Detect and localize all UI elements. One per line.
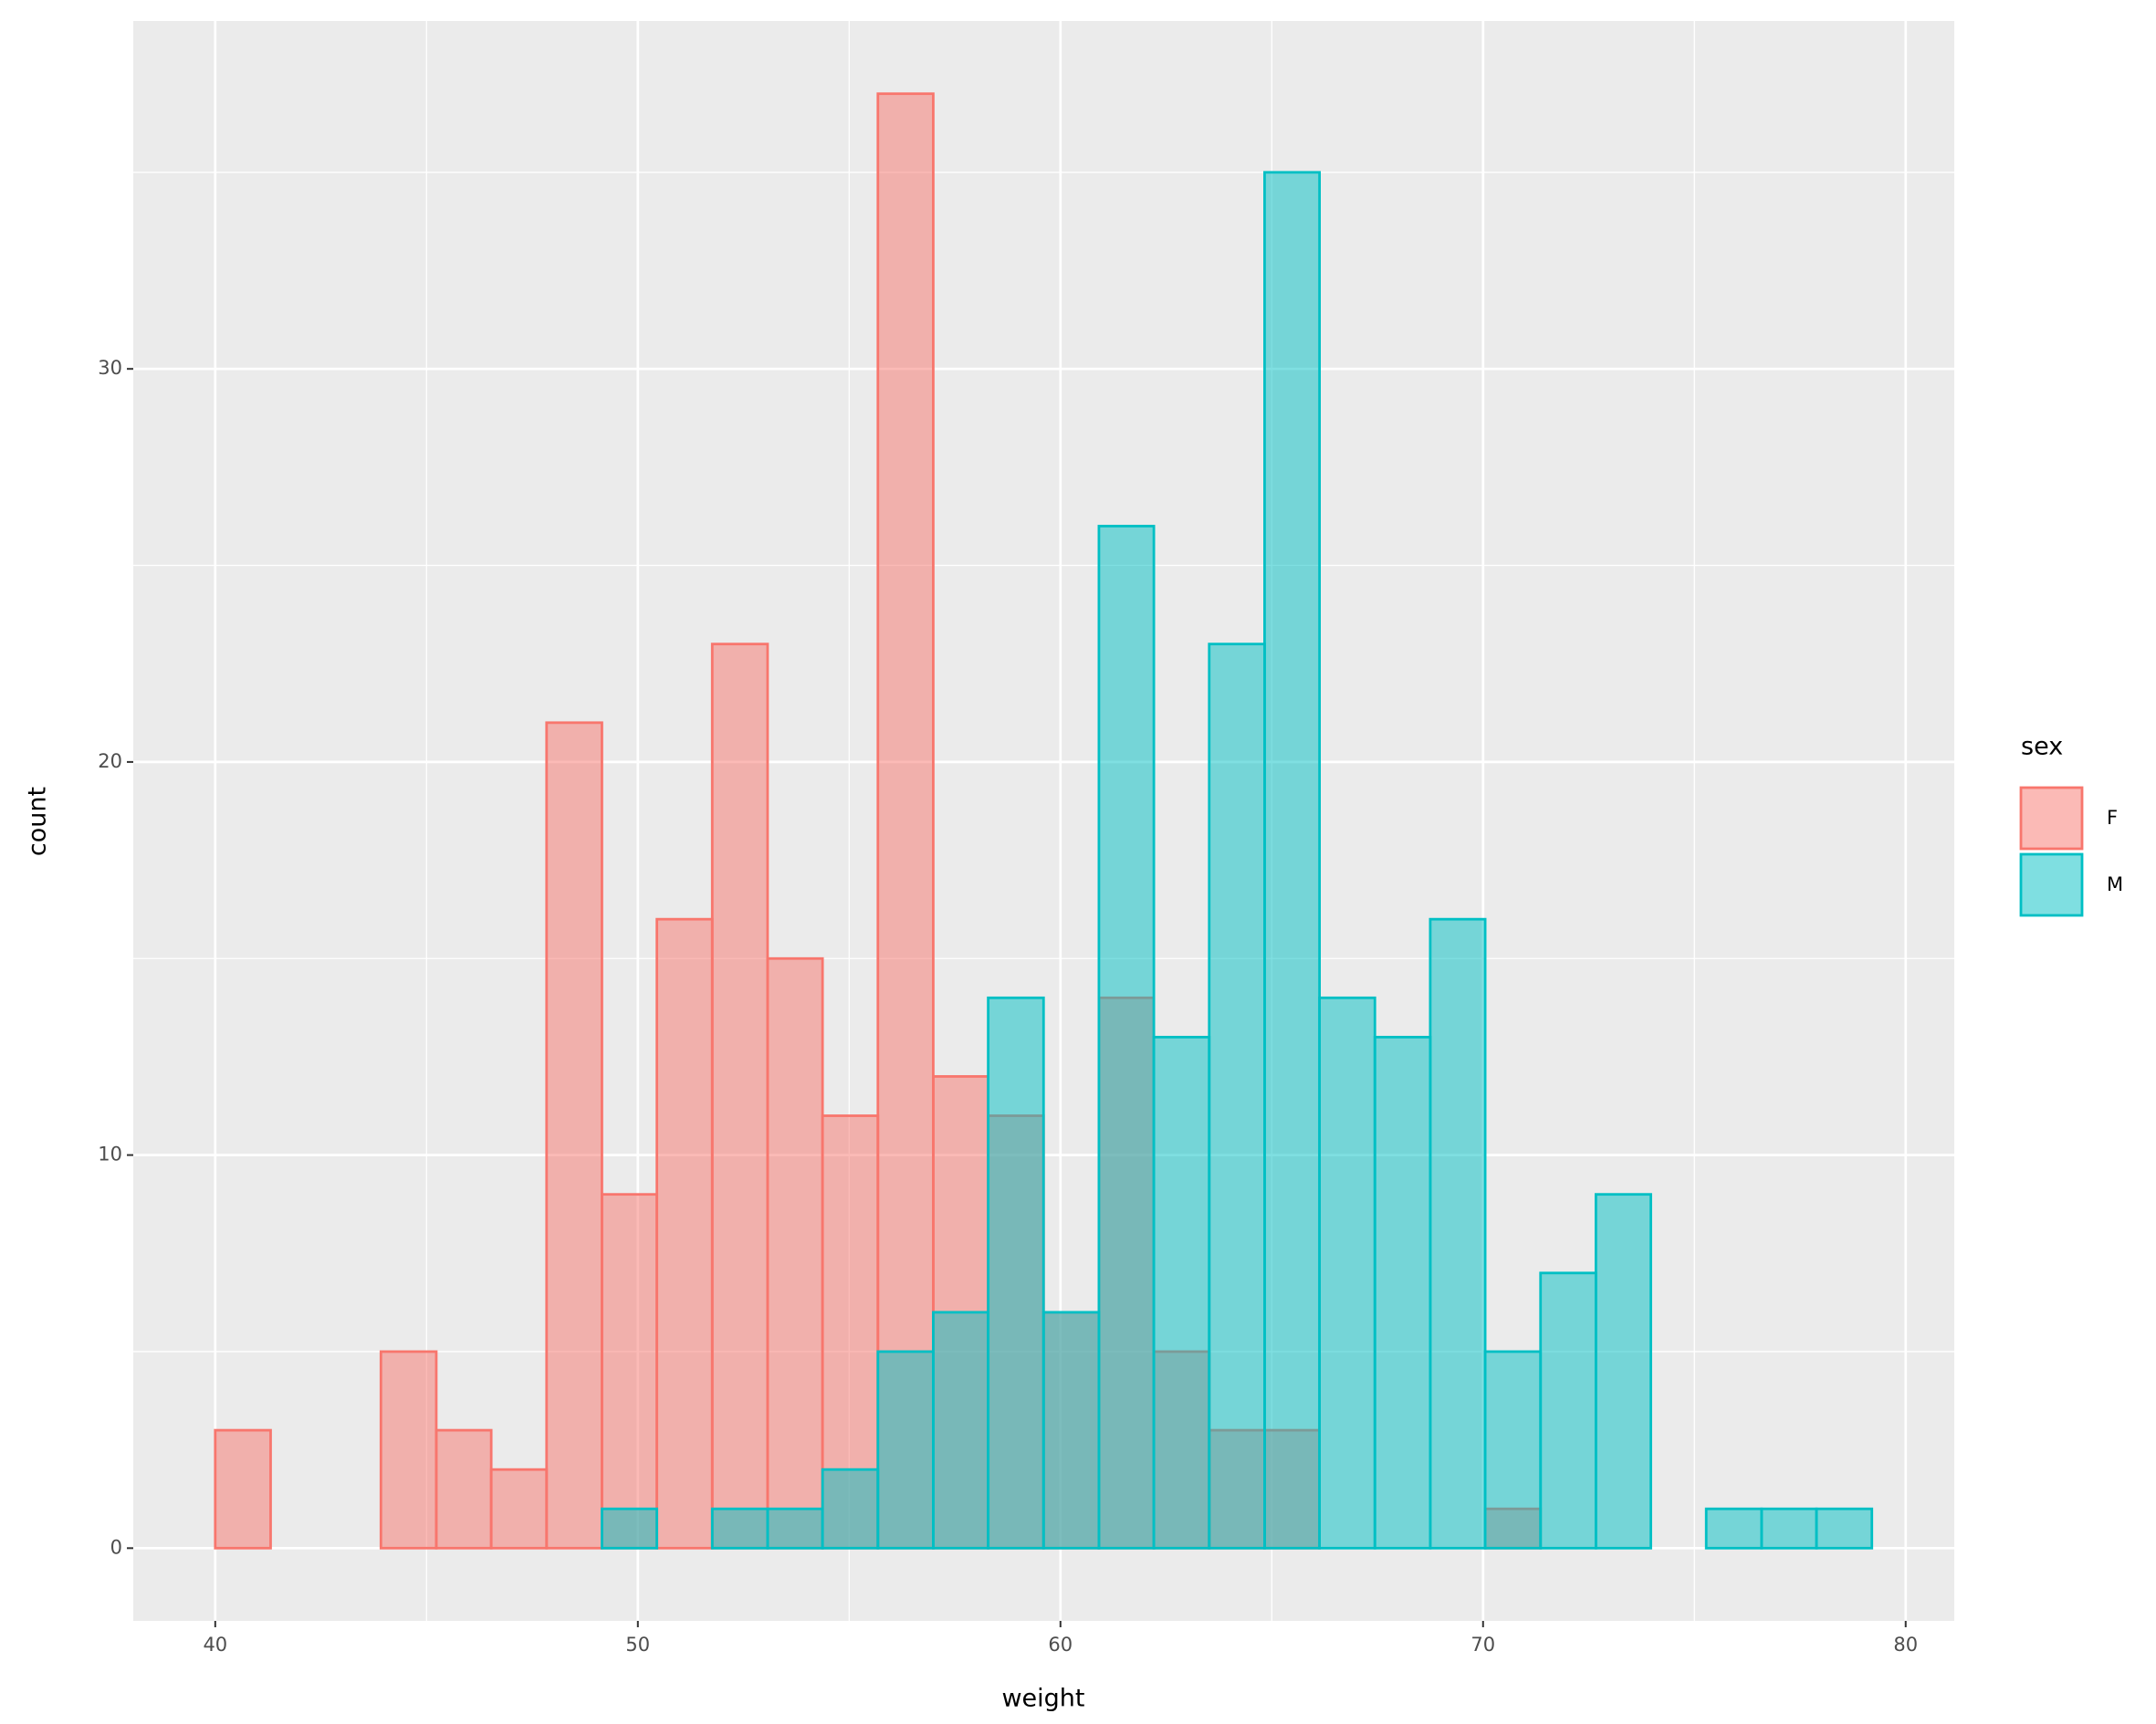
legend-label: M (2107, 873, 2123, 895)
bar (1208, 643, 1266, 1550)
bar (655, 917, 714, 1550)
bar (1704, 1507, 1764, 1550)
x-tick-label: 70 (1470, 1634, 1495, 1656)
bar (1594, 1193, 1652, 1550)
bar (1760, 1507, 1818, 1550)
bar (1483, 1350, 1543, 1550)
bar (1097, 525, 1156, 1550)
bar (1815, 1507, 1874, 1550)
legend-key (2019, 786, 2084, 851)
bar (601, 1193, 659, 1550)
bar (876, 92, 935, 1550)
bar (876, 1350, 935, 1550)
bar (379, 1350, 438, 1550)
x-tick-label: 80 (1893, 1634, 1918, 1656)
bar (1539, 1271, 1597, 1550)
x-tick-label: 60 (1048, 1634, 1073, 1656)
legend-label: F (2107, 807, 2118, 829)
bar (214, 1428, 272, 1550)
legend-key (2019, 852, 2084, 917)
y-tick-label: 0 (110, 1536, 122, 1558)
legend-title: sex (2021, 733, 2063, 761)
x-axis-title: weight (1001, 1685, 1084, 1713)
bar (1373, 1035, 1432, 1550)
bar (987, 996, 1045, 1550)
x-tick-label: 50 (625, 1634, 650, 1656)
bar (545, 721, 603, 1550)
bar (1041, 1311, 1101, 1550)
bar (434, 1428, 493, 1550)
bar (601, 1507, 659, 1550)
bar (1152, 1035, 1211, 1550)
bar (489, 1468, 549, 1550)
y-axis-title: count (24, 787, 52, 856)
y-tick-label: 20 (98, 750, 122, 772)
y-tick-label: 10 (98, 1144, 122, 1165)
bar (710, 643, 769, 1550)
bar (1318, 996, 1376, 1550)
bar (1263, 171, 1321, 1550)
x-tick-label: 40 (203, 1634, 227, 1656)
bar (710, 1507, 769, 1550)
bar (766, 1507, 824, 1550)
y-tick-label: 30 (98, 357, 122, 379)
bar (932, 1311, 990, 1550)
bar (821, 1468, 880, 1550)
bar (766, 956, 824, 1550)
bar (1429, 917, 1487, 1550)
